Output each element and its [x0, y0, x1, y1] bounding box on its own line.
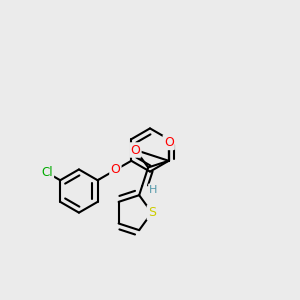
- Text: O: O: [130, 143, 140, 157]
- Text: O: O: [110, 164, 120, 176]
- Text: H: H: [149, 184, 158, 195]
- Text: O: O: [164, 136, 174, 149]
- Text: Cl: Cl: [41, 166, 53, 179]
- Text: S: S: [148, 206, 156, 219]
